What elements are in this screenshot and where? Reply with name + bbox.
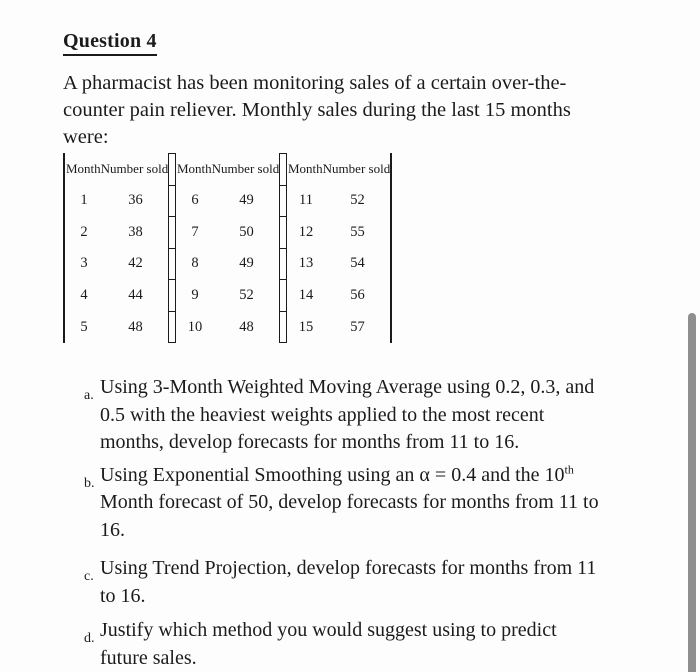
month-column-header: Month [288,161,323,176]
question-list: a. Using 3-Month Weighted Moving Average… [63,374,673,672]
question-line: 0.5 with the heaviest weights applied to… [100,403,545,426]
sales-table: Month Number sold 1 36 2 38 3 42 4 44 5 48 Mo… [63,153,673,343]
month-column-header: Month [66,161,101,176]
question-line: future sales. [100,646,197,669]
sold-column-header: Number sold [211,161,280,176]
table-row: 7 50 [176,217,279,249]
question-line: Month forecast of 50, develop forecasts … [100,491,599,513]
table-separator [168,153,176,343]
question-marker: a. [84,388,94,403]
question-line: months, develop forecasts for months fro… [100,431,520,453]
month-cell: 7 [191,223,199,240]
sold-cell: 52 [239,287,254,304]
sold-cell: 44 [128,287,143,304]
question-item-a: a. Using 3-Month Weighted Moving Average… [63,374,673,457]
sold-cell: 56 [350,287,365,304]
table-row: 8 49 [176,248,279,280]
question-marker: d. [84,631,95,646]
month-column-header: Month [177,161,212,176]
question-line: 16. [100,518,125,541]
table-row: 11 52 [287,185,390,217]
table-group-2: Month Number sold 6 49 7 50 8 49 9 52 10 48 [176,153,279,343]
table-left-border [63,153,65,343]
ordinal-superscript: th [564,461,574,476]
table-header: Month Number sold [65,153,168,185]
sold-column-header: Number sold [100,161,169,176]
sold-cell: 50 [239,223,254,240]
sold-cell: 55 [350,223,365,240]
sold-cell: 57 [350,318,365,335]
sold-cell: 48 [239,318,254,335]
question-line: Using Exponential Smoothing using an α =… [100,462,673,490]
month-cell: 10 [187,318,203,335]
month-cell: 6 [191,192,199,209]
month-cell: 3 [80,255,88,272]
question-line: Using Trend Projection, develop forecast… [100,557,597,579]
sold-cell: 48 [128,318,143,335]
table-group-3: Month Number sold 11 52 12 55 13 54 14 56 15… [287,153,390,343]
month-cell: 14 [298,287,314,304]
sold-cell: 49 [239,255,254,272]
page-title: Question 4 [63,30,157,56]
month-cell: 8 [191,255,199,272]
question-marker: c. [84,569,94,584]
table-row: 6 49 [176,185,279,217]
intro-line: were: [63,126,109,148]
month-cell: 12 [298,223,314,240]
intro-line: counter pain reliever. Monthly sales dur… [63,99,571,121]
table-row: 13 54 [287,248,390,280]
table-right-border [390,153,392,343]
question-marker: b. [84,475,95,491]
table-header: Month Number sold [287,153,390,185]
document-page: Question 4 A pharmacist has been monitor… [63,30,673,672]
month-cell: 15 [298,318,314,335]
sold-cell: 49 [239,192,254,209]
month-cell: 4 [80,287,88,304]
question-line: Justify which method you would suggest u… [100,619,557,641]
month-cell: 5 [80,318,88,335]
table-row: 9 52 [176,280,279,312]
sold-cell: 38 [128,223,143,240]
question-line: to 16. [100,584,146,607]
sold-column-header: Number sold [322,161,391,176]
question-line-text: Using Exponential Smoothing using an α =… [100,463,565,486]
sold-cell: 54 [350,255,365,272]
table-row: 2 38 [65,217,168,249]
month-cell: 9 [191,287,199,304]
question-item-c: c. Using Trend Projection, develop forec… [63,555,673,610]
table-row: 5 48 [65,311,168,343]
table-row: 14 56 [287,280,390,312]
table-header: Month Number sold [176,153,279,185]
table-group-1: Month Number sold 1 36 2 38 3 42 4 44 5 48 [65,153,168,343]
table-row: 3 42 [65,248,168,280]
table-row: 10 48 [176,311,279,343]
question-item-d: d. Justify which method you would sugges… [63,617,673,672]
vertical-scrollbar-thumb[interactable] [688,313,696,672]
table-separator [279,153,287,343]
question-line: Using 3-Month Weighted Moving Average us… [100,376,595,398]
table-row: 12 55 [287,217,390,249]
intro-line: A pharmacist has been monitoring sales o… [63,72,567,94]
month-cell: 2 [80,223,88,240]
sold-cell: 52 [350,192,365,209]
question-item-b: b. Using Exponential Smoothing using an … [63,462,673,545]
table-row: 1 36 [65,185,168,217]
table-row: 4 44 [65,280,168,312]
intro-paragraph: A pharmacist has been monitoring sales o… [63,70,673,151]
table-row: 15 57 [287,311,390,343]
month-cell: 13 [298,255,314,272]
month-cell: 11 [299,192,313,209]
month-cell: 1 [80,192,88,209]
sold-cell: 36 [128,192,143,209]
sold-cell: 42 [128,255,143,272]
